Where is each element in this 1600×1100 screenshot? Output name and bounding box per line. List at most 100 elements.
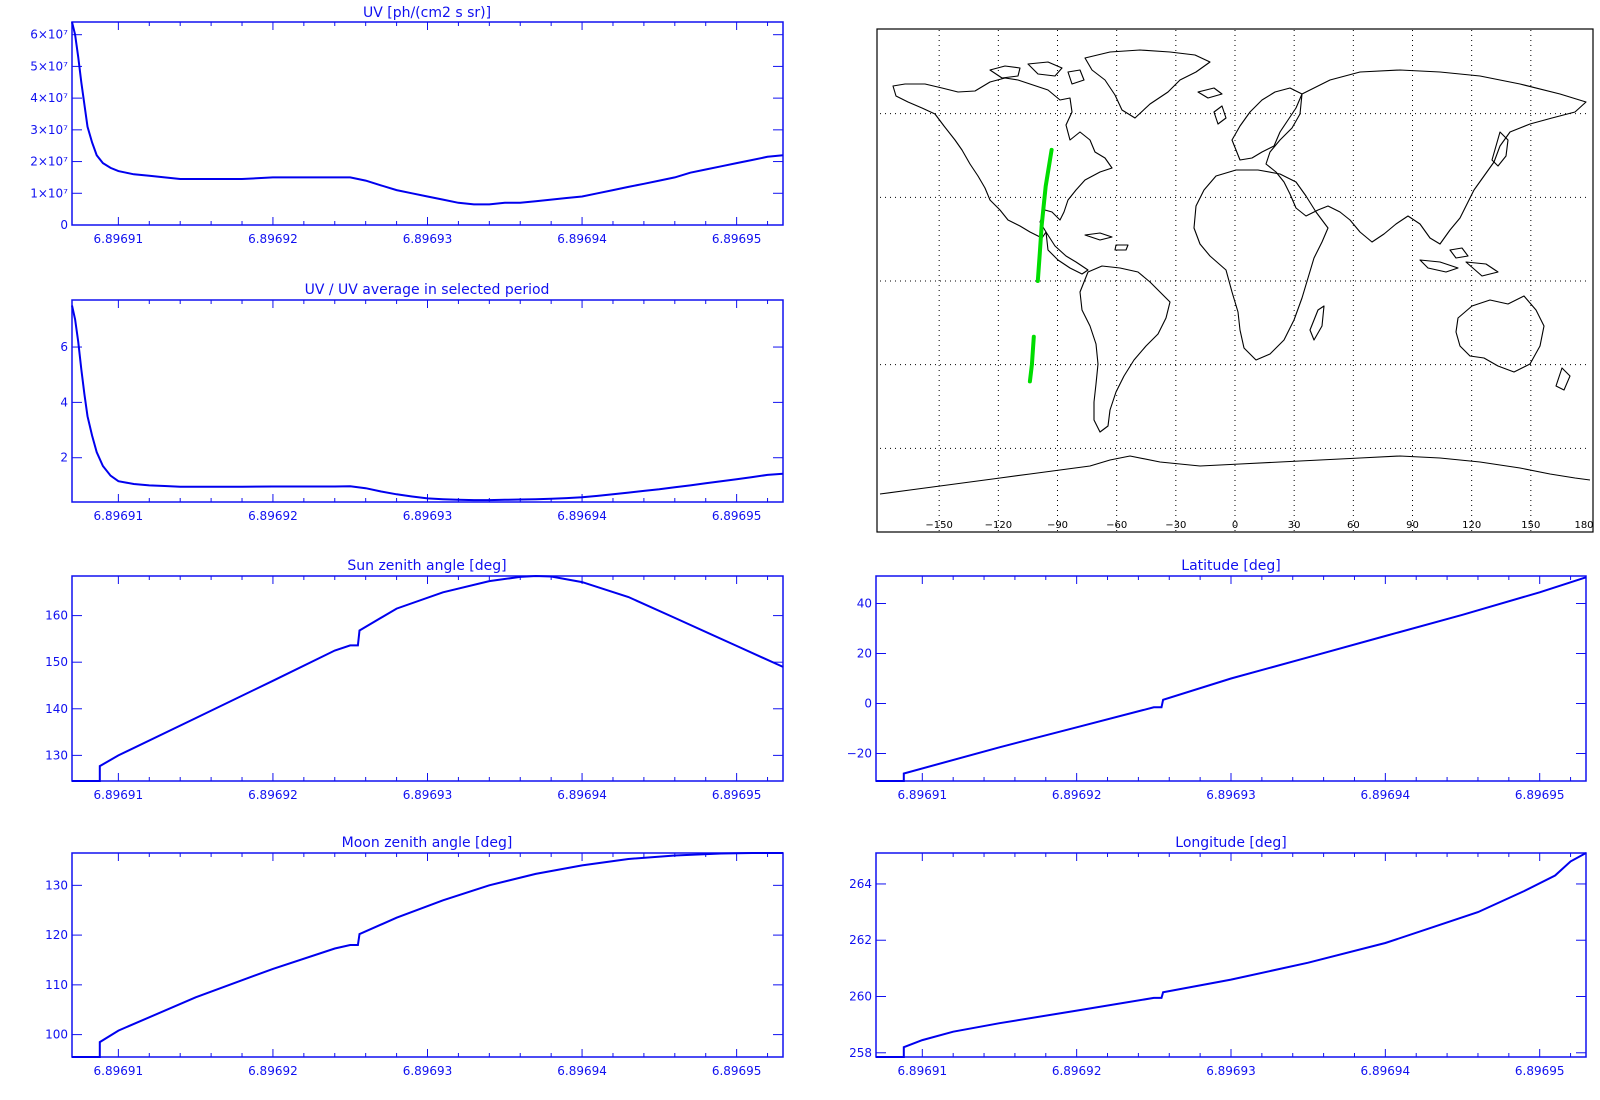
x-tick-label: 6.89693 [403, 509, 453, 523]
x-tick-label: 6.89695 [1515, 788, 1565, 802]
x-tick-label: 6.89694 [1361, 1064, 1411, 1078]
y-tick-label: 120 [45, 928, 68, 942]
y-tick-label: 160 [45, 609, 68, 623]
map-lon-label: 120 [1462, 520, 1481, 531]
longitude-title: Longitude [deg] [1175, 835, 1286, 851]
y-tick-label: 150 [45, 655, 68, 669]
x-tick-label: 6.89691 [897, 1064, 947, 1078]
y-tick-label: 264 [849, 877, 872, 891]
y-tick-label: 110 [45, 978, 68, 992]
x-tick-label: 6.89695 [712, 509, 762, 523]
map-lon-label: 90 [1406, 520, 1419, 531]
coast-africa [1193, 169, 1329, 361]
coast-north-america [892, 77, 1113, 239]
longitude-series-line [876, 852, 1587, 1058]
x-tick-label: 6.89695 [712, 788, 762, 802]
x-tick-label: 6.89691 [94, 788, 144, 802]
y-tick-label: 100 [45, 1028, 68, 1042]
orbit-track-segment [1027, 334, 1036, 384]
x-tick-label: 6.89693 [1206, 788, 1256, 802]
x-tick-label: 6.89694 [557, 509, 607, 523]
sun-zenith-panel: Sun zenith angle [deg] 6.89691 6.89692 6.8… [45, 558, 784, 802]
map-longitude-ticks: −150 −120 −90 −60 −30 0 30 60 90 120 150 180 [925, 520, 1593, 531]
x-tick-label: 6.89693 [1206, 1064, 1256, 1078]
coast-japan [1491, 131, 1509, 167]
moon-zenith-ticks: 6.89691 6.89692 6.89693 6.89694 6.89695 100 11… [45, 853, 783, 1078]
coast-greenland [1084, 49, 1211, 119]
y-tick-label: 2×10⁷ [30, 155, 68, 169]
uv-ratio-title: UV / UV average in selected period [305, 282, 550, 298]
x-tick-label: 6.89694 [557, 788, 607, 802]
y-tick-label: 130 [45, 748, 68, 762]
moon-zenith-panel: Moon zenith angle [deg] 6.89691 6.89692 6.… [45, 835, 784, 1078]
latitude-series-line [876, 576, 1587, 782]
x-tick-label: 6.89691 [94, 1064, 144, 1078]
x-tick-label: 6.89694 [557, 232, 607, 246]
coast-new-zealand [1555, 367, 1571, 391]
x-tick-label: 6.89695 [712, 232, 762, 246]
x-tick-label: 6.89691 [94, 509, 144, 523]
x-tick-label: 6.89692 [248, 232, 298, 246]
map-lon-label: −120 [985, 520, 1012, 531]
uv-ratio-series-line [71, 305, 784, 502]
y-tick-label: 6 [60, 340, 68, 354]
coast-arctic-islands [989, 61, 1085, 85]
x-tick-label: 6.89695 [1515, 1064, 1565, 1078]
moon-zenith-title: Moon zenith angle [deg] [342, 835, 513, 851]
x-tick-label: 6.89692 [248, 1064, 298, 1078]
x-tick-label: 6.89693 [403, 232, 453, 246]
y-tick-label: 4 [60, 395, 68, 409]
y-tick-label: 0 [60, 218, 68, 232]
y-tick-label: 2 [60, 451, 68, 465]
latitude-title: Latitude [deg] [1181, 558, 1280, 574]
x-tick-label: 6.89692 [248, 509, 298, 523]
uv-panel: UV [ph/(cm2 s sr)] 6.89691 6.89692 6.89693… [30, 5, 784, 246]
coast-madagascar [1309, 305, 1325, 341]
coast-antarctica [879, 455, 1591, 495]
uv-title: UV [ph/(cm2 s sr)] [363, 5, 491, 21]
uv-ratio-panel: UV / UV average in selected period 6.896… [60, 282, 784, 523]
x-tick-label: 6.89693 [403, 1064, 453, 1078]
coast-uk-iceland [1197, 87, 1227, 125]
map-lon-label: 180 [1574, 520, 1593, 531]
map-lon-label: −60 [1106, 520, 1127, 531]
sun-zenith-series-line [72, 574, 784, 782]
coast-australia [1455, 295, 1545, 373]
x-tick-label: 6.89691 [897, 788, 947, 802]
y-tick-label: 262 [849, 933, 872, 947]
coast-caribbean [1084, 232, 1129, 251]
y-tick-label: 130 [45, 878, 68, 892]
y-tick-label: 5×10⁷ [30, 59, 68, 73]
y-tick-label: 4×10⁷ [30, 91, 68, 105]
orbit-track [1027, 147, 1054, 384]
uv-ticks: 6.89691 6.89692 6.89693 6.89694 6.89695 0 1×10… [30, 22, 783, 246]
map-lon-label: −150 [925, 520, 952, 531]
y-tick-label: 260 [849, 990, 872, 1004]
x-tick-label: 6.89692 [248, 788, 298, 802]
map-lon-label: 0 [1232, 520, 1238, 531]
coast-central-america [1045, 231, 1089, 275]
y-tick-label: 1×10⁷ [30, 186, 68, 200]
coast-europe [1231, 87, 1303, 161]
coast-asia [1265, 69, 1587, 245]
y-tick-label: 140 [45, 702, 68, 716]
y-tick-label: 40 [857, 597, 872, 611]
y-tick-label: 6×10⁷ [30, 28, 68, 42]
y-tick-label: 20 [857, 647, 872, 661]
x-tick-label: 6.89694 [1361, 788, 1411, 802]
x-tick-label: 6.89692 [1052, 1064, 1102, 1078]
x-tick-label: 6.89695 [712, 1064, 762, 1078]
map-lon-label: 30 [1288, 520, 1301, 531]
y-tick-label: 0 [864, 697, 872, 711]
coast-south-america [1079, 265, 1171, 433]
uv-series-line [71, 21, 784, 206]
map-lon-label: −90 [1047, 520, 1068, 531]
sun-zenith-title: Sun zenith angle [deg] [347, 558, 506, 574]
orbit-track-segment [1035, 147, 1054, 283]
moon-zenith-series-line [72, 852, 783, 1058]
world-map: −150 −120 −90 −60 −30 0 30 60 90 120 150 180 [876, 28, 1594, 533]
y-tick-label: −20 [847, 747, 872, 761]
map-lon-label: −30 [1165, 520, 1186, 531]
longitude-panel: Longitude [deg] 6.89691 6.89692 6.89693 6.8… [849, 835, 1587, 1078]
map-grid [880, 30, 1590, 532]
